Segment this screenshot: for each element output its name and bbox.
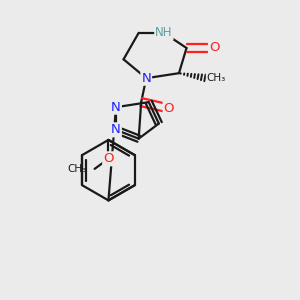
Text: N: N [111, 101, 121, 114]
Text: O: O [103, 152, 114, 165]
Text: O: O [209, 41, 220, 55]
Text: N: N [111, 123, 121, 136]
Text: NH: NH [155, 26, 172, 39]
Text: CH₃: CH₃ [68, 164, 87, 174]
Text: O: O [164, 102, 174, 115]
Text: N: N [141, 72, 151, 85]
Text: CH₃: CH₃ [207, 73, 226, 83]
